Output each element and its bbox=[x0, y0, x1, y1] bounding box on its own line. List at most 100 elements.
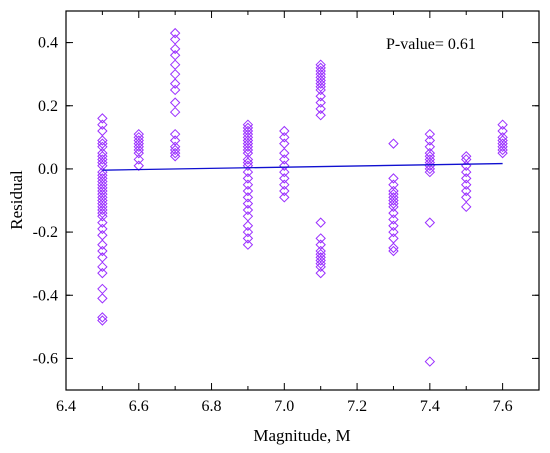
data-point-diamond bbox=[97, 141, 108, 153]
axis-ticks bbox=[65, 11, 539, 390]
data-point-diamond bbox=[388, 245, 399, 257]
data-point-diamond bbox=[388, 188, 399, 200]
data-point-diamond bbox=[497, 138, 508, 149]
data-point-diamond bbox=[424, 151, 436, 162]
data-point-diamond bbox=[97, 147, 108, 159]
data-point-diamond bbox=[497, 141, 508, 153]
data-point-diamond bbox=[315, 81, 326, 93]
data-point-diamond bbox=[315, 267, 326, 279]
data-point-diamond bbox=[242, 160, 254, 171]
data-point-diamond bbox=[242, 154, 254, 165]
data-point-diamond bbox=[315, 217, 326, 228]
data-point-diamond bbox=[242, 125, 254, 137]
p-value-annotation: P-value= 0.61 bbox=[386, 36, 476, 53]
data-point-diamond bbox=[424, 157, 436, 168]
data-point-diamond bbox=[461, 185, 472, 197]
data-point-diamond bbox=[133, 135, 144, 146]
data-point-diamond bbox=[169, 135, 181, 146]
data-point-diamond bbox=[242, 239, 254, 250]
data-point-diamond bbox=[169, 151, 181, 162]
y-axis-title: Residual bbox=[7, 170, 26, 230]
data-point-diamond bbox=[97, 138, 108, 149]
data-point-diamond bbox=[97, 207, 108, 219]
y-tick-label: -0.4 bbox=[33, 287, 58, 304]
y-tick-label: 0.4 bbox=[38, 35, 58, 52]
data-point-diamond bbox=[279, 166, 290, 178]
data-point-diamond bbox=[242, 220, 254, 231]
data-point-diamond bbox=[133, 141, 144, 153]
regression-line bbox=[102, 162, 503, 171]
data-point-diamond bbox=[169, 141, 181, 153]
data-point-diamond bbox=[169, 78, 181, 89]
data-point-diamond bbox=[97, 245, 108, 257]
x-tick-label: 7.4 bbox=[420, 398, 440, 415]
data-point-diamond bbox=[242, 141, 254, 153]
data-point-diamond bbox=[388, 192, 399, 203]
data-point-diamond bbox=[388, 207, 399, 219]
data-point-diamond bbox=[424, 160, 436, 171]
data-point-diamond bbox=[97, 176, 108, 187]
data-point-diamond bbox=[242, 166, 254, 178]
data-point-diamond bbox=[461, 151, 472, 162]
data-point-diamond bbox=[242, 226, 254, 238]
data-point-diamond bbox=[97, 182, 108, 194]
data-point-diamond bbox=[133, 147, 144, 159]
x-tick-label: 7.2 bbox=[347, 398, 367, 415]
data-point-diamond bbox=[169, 106, 181, 118]
data-point-diamond bbox=[133, 160, 144, 171]
data-point-diamond bbox=[169, 97, 181, 108]
plot-frame bbox=[65, 10, 540, 391]
data-point-diamond bbox=[424, 135, 436, 146]
data-point-diamond bbox=[315, 78, 326, 89]
data-point-diamond bbox=[461, 166, 472, 178]
data-point-diamond bbox=[279, 147, 290, 159]
data-point-diamond bbox=[242, 233, 254, 244]
data-point-diamond bbox=[97, 154, 108, 165]
data-point-diamond bbox=[315, 248, 326, 260]
data-point-diamond bbox=[242, 173, 254, 184]
data-point-diamond bbox=[97, 113, 108, 124]
data-point-diamond bbox=[315, 72, 326, 83]
data-point-diamond bbox=[133, 138, 144, 149]
data-point-diamond bbox=[97, 125, 108, 137]
data-point-diamond bbox=[388, 179, 399, 190]
data-point-diamond bbox=[97, 252, 108, 263]
data-point-diamond bbox=[315, 68, 326, 80]
data-point-diamond bbox=[279, 132, 290, 143]
data-point-diamond bbox=[97, 166, 108, 178]
data-point-diamond bbox=[424, 163, 436, 175]
data-point-diamond bbox=[97, 312, 108, 323]
data-point-diamond bbox=[461, 192, 472, 203]
data-point-diamond bbox=[97, 170, 108, 181]
x-tick-labels: 6.4 6.6 6.8 7.0 7.2 7.4 7.6 bbox=[56, 398, 513, 415]
data-point-diamond bbox=[97, 192, 108, 203]
data-point-diamond bbox=[97, 283, 108, 295]
data-point-diamond bbox=[315, 103, 326, 115]
data-point-diamond bbox=[97, 135, 108, 146]
data-point-diamond bbox=[388, 226, 399, 238]
data-point-diamond bbox=[279, 138, 290, 149]
data-point-diamond bbox=[169, 84, 181, 96]
data-point-diamond bbox=[315, 59, 326, 70]
x-tick-label: 6.4 bbox=[56, 398, 76, 415]
data-point-diamond bbox=[97, 315, 108, 326]
data-point-diamond bbox=[97, 201, 108, 213]
data-point-diamond bbox=[97, 267, 108, 279]
y-tick-label: -0.6 bbox=[33, 350, 58, 367]
x-tick-label: 7.0 bbox=[274, 398, 294, 415]
y-tick-label: -0.2 bbox=[33, 224, 58, 241]
data-point-diamond bbox=[169, 50, 181, 61]
data-point-diamond bbox=[388, 198, 399, 209]
data-point-diamond bbox=[315, 261, 326, 273]
data-point-diamond bbox=[461, 154, 472, 165]
data-point-diamond bbox=[497, 132, 508, 143]
data-point-diamond bbox=[497, 147, 508, 159]
data-point-diamond bbox=[279, 154, 290, 165]
data-point-diamond bbox=[169, 59, 181, 70]
data-point-diamond bbox=[388, 201, 399, 213]
data-point-diamond bbox=[242, 138, 254, 149]
data-point-diamond bbox=[315, 110, 326, 121]
data-point-diamond bbox=[424, 217, 436, 228]
data-point-diamond bbox=[388, 214, 399, 225]
data-point-diamond bbox=[133, 128, 144, 140]
